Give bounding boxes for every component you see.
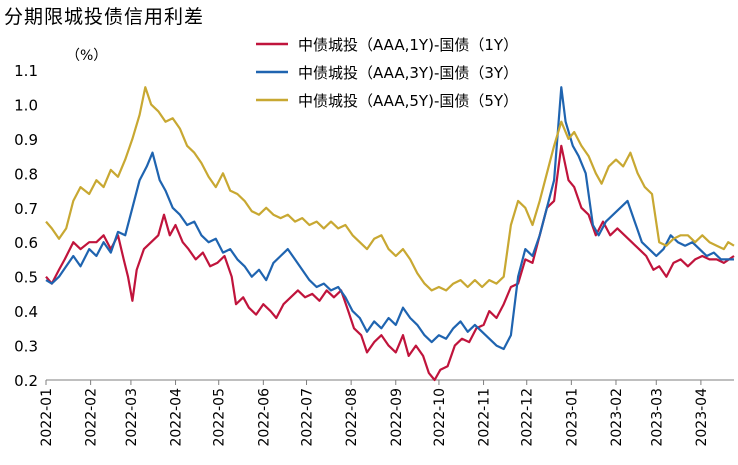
x-tick-label: 2022-01: [39, 388, 55, 447]
x-tick-label: 2023-02: [609, 388, 625, 447]
chart-title: 分期限城投债信用利差: [4, 6, 205, 28]
y-tick-label: 0.5: [14, 269, 38, 287]
x-tick-label: 2022-04: [169, 388, 185, 447]
y-tick-label: 0.8: [14, 165, 38, 183]
x-tick-label: 2022-03: [124, 388, 140, 447]
y-tick-label: 0.2: [14, 372, 38, 390]
y-tick-label: 0.7: [14, 200, 38, 218]
x-tick-label: 2022-02: [84, 388, 100, 447]
legend-label-3: 中债城投（AAA,5Y)-国债（5Y）: [298, 92, 518, 110]
x-tick-label: 2023-03: [649, 388, 665, 447]
y-tick-label: 0.9: [14, 131, 38, 149]
x-tick-label: 2022-12: [520, 388, 536, 447]
x-tick-label: 2022-09: [389, 388, 405, 447]
legend-label-2: 中债城投（AAA,3Y)-国债（3Y）: [298, 64, 518, 82]
x-tick-label: 2022-07: [300, 388, 316, 447]
y-tick-label: 1.1: [14, 62, 38, 80]
x-tick-label: 2023-01: [564, 388, 580, 447]
legend: 中债城投（AAA,1Y)-国债（1Y） 中债城投（AAA,3Y)-国债（3Y） 中债…: [256, 36, 518, 110]
x-tick-label: 2022-05: [212, 388, 228, 447]
y-tick-label: 0.4: [14, 303, 38, 321]
y-axis-unit-label: （%）: [66, 48, 107, 64]
x-tick-label: 2022-10: [432, 388, 448, 447]
x-tick-label: 2023-04: [694, 388, 710, 447]
legend-label-1: 中债城投（AAA,1Y)-国债（1Y）: [298, 36, 518, 54]
y-tick-label: 0.3: [14, 338, 38, 356]
series-group: [45, 86, 735, 382]
x-tick-label: 2022-06: [256, 388, 272, 447]
x-tick-label: 2022-08: [344, 388, 360, 447]
series-line-1: [45, 144, 735, 382]
y-tick-label: 0.6: [14, 234, 38, 252]
x-tick-label: 2022-11: [477, 388, 493, 447]
series-line-2: [45, 86, 734, 351]
series-line-3: [45, 86, 735, 292]
y-tick-label: 1.0: [14, 96, 38, 114]
